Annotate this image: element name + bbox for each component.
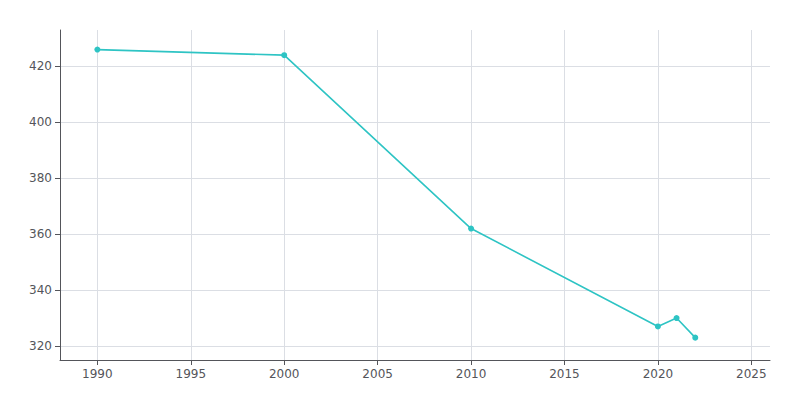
- svg-text:2010: 2010: [456, 367, 487, 381]
- svg-text:2000: 2000: [269, 367, 300, 381]
- svg-text:380: 380: [29, 171, 52, 185]
- svg-text:2020: 2020: [643, 367, 674, 381]
- svg-text:2015: 2015: [549, 367, 580, 381]
- svg-text:1990: 1990: [82, 367, 113, 381]
- svg-text:2005: 2005: [362, 367, 393, 381]
- svg-text:320: 320: [29, 339, 52, 353]
- svg-text:420: 420: [29, 59, 52, 73]
- svg-text:340: 340: [29, 283, 52, 297]
- svg-text:1995: 1995: [176, 367, 207, 381]
- svg-text:2025: 2025: [736, 367, 767, 381]
- svg-text:400: 400: [29, 115, 52, 129]
- svg-text:360: 360: [29, 227, 52, 241]
